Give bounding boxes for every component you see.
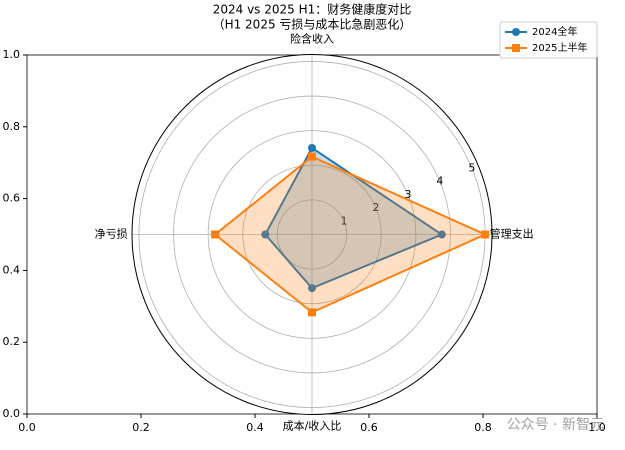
polar-frame: [131, 54, 493, 415]
x-tick-label: 0.0: [18, 421, 36, 434]
category-label: 成本/收入比: [283, 419, 342, 433]
legend-label: 2024全年: [532, 25, 577, 38]
y-tick-label: 0.2: [3, 335, 21, 348]
category-label: 净亏损: [95, 227, 128, 241]
y-tick-label: 1.0: [3, 48, 21, 61]
x-tick-label: 0.4: [246, 421, 264, 434]
x-tick-label: 0.8: [474, 421, 492, 434]
marker: [261, 230, 270, 239]
r-tick-label: 5: [468, 161, 475, 174]
marker: [437, 230, 446, 239]
category-label: 管理支出: [490, 227, 534, 241]
marker: [308, 308, 316, 317]
r-tick-label: 1: [340, 214, 347, 227]
marker: [308, 143, 316, 152]
watermark: 公众号 · 新智元: [507, 417, 604, 433]
series-area: [265, 147, 442, 289]
marker: [308, 152, 316, 161]
marker: [308, 284, 316, 293]
category-label: 险含收入: [290, 32, 334, 46]
legend-label: 2025上半年: [532, 41, 587, 54]
r-tick-label: 2: [372, 201, 379, 214]
r-tick-label: 4: [436, 175, 443, 188]
series-area: [215, 156, 486, 313]
legend-marker: [512, 28, 520, 36]
y-tick-label: 0.4: [3, 263, 21, 276]
y-tick-label: 0.6: [3, 192, 21, 205]
marker: [211, 230, 220, 239]
x-tick-label: 1.0: [588, 421, 606, 434]
x-tick-label: 0.2: [132, 421, 150, 434]
r-tick-label: 3: [404, 188, 411, 201]
chart-title: 2024 vs 2025 H1：财务健康度对比: [213, 2, 412, 17]
x-tick-label: 0.6: [360, 421, 378, 434]
y-tick-label: 0.8: [3, 120, 21, 133]
chart-subtitle: （H1 2025 亏损与成本比急剧恶化）: [213, 17, 412, 32]
y-tick-label: 0.0: [3, 407, 21, 420]
legend-marker: [512, 44, 520, 52]
marker: [481, 230, 490, 239]
